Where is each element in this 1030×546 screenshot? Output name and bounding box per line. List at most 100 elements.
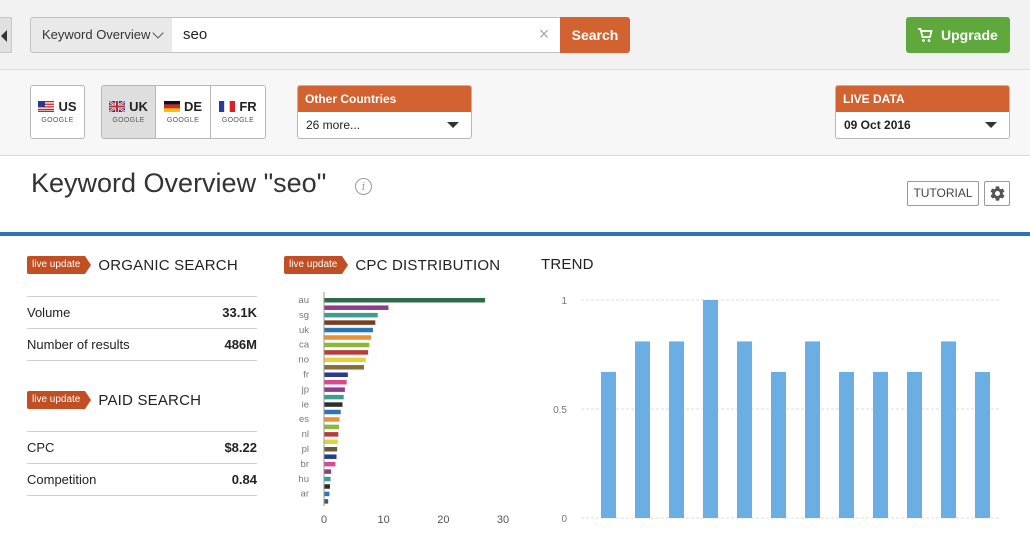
db-code: UK [129, 99, 148, 114]
search-input[interactable]: seo [172, 17, 561, 53]
other-countries-dropdown[interactable]: Other Countries 26 more... [297, 85, 472, 139]
metric-label: Competition [27, 472, 97, 487]
trend-bar [839, 371, 854, 518]
trend-bar [975, 371, 990, 518]
upgrade-label: Upgrade [941, 27, 998, 43]
trend-tick-label: 0 [561, 514, 567, 525]
info-icon[interactable]: i [355, 178, 372, 195]
caret-down-icon [985, 122, 997, 128]
trend-bar [941, 341, 956, 518]
cpc-tick-label: 30 [497, 514, 509, 526]
organic-search-header: live update ORGANIC SEARCH [27, 256, 238, 274]
cpc-bar [324, 454, 337, 459]
uk-flag-icon [109, 101, 126, 112]
db-code: FR [239, 99, 257, 114]
cpc-category-label: es [299, 414, 309, 425]
metric-label: CPC [27, 440, 55, 455]
cpc-bar [324, 320, 376, 325]
metric-row-competition: Competition 0.84 [27, 464, 257, 496]
gear-icon [990, 186, 1005, 201]
tutorial-button[interactable]: TUTORIAL [907, 181, 979, 206]
paid-search-title: PAID SEARCH [98, 391, 202, 409]
cpc-bar [324, 372, 348, 377]
db-engine: GOOGLE [41, 117, 74, 124]
cpc-bar [324, 357, 366, 363]
metric-label: Volume [27, 305, 71, 320]
other-countries-label: Other Countries [298, 86, 471, 112]
metric-row-cpc: CPC $8.22 [27, 432, 257, 464]
trend-title: TREND [541, 256, 594, 273]
cpc-category-label: fr [303, 370, 309, 381]
db-button-de[interactable]: DE GOOGLE [156, 85, 211, 139]
cpc-category-label: br [301, 459, 309, 470]
live-data-label: LIVE DATA [836, 86, 1009, 112]
database-bar: US GOOGLE UK GOOGLE [0, 70, 1030, 156]
chevron-down-icon [152, 27, 164, 39]
live-data-date: 09 Oct 2016 [844, 118, 911, 132]
trend-bar [771, 371, 786, 518]
paid-metrics: CPC $8.22 Competition 0.84 [27, 431, 257, 496]
section-divider [0, 232, 1030, 236]
trend-header: TREND [541, 256, 594, 273]
db-engine: GOOGLE [166, 117, 200, 124]
trend-bar [873, 371, 888, 518]
cpc-bar [324, 394, 344, 400]
trend-bar [805, 341, 820, 518]
trend-chart: 00.51 [553, 296, 1001, 525]
db-code: US [58, 99, 77, 114]
db-button-uk[interactable]: UK GOOGLE [101, 85, 156, 139]
db-button-fr[interactable]: FR GOOGLE [211, 85, 266, 139]
cpc-category-label: no [298, 355, 309, 366]
metric-value: 486M [224, 337, 257, 352]
fr-flag-icon [219, 101, 236, 112]
report-mode-select[interactable]: Keyword Overview [30, 17, 173, 53]
other-countries-value: 26 more... [306, 118, 361, 132]
db-code: DE [183, 99, 203, 114]
cpc-distribution-title: CPC DISTRIBUTION [355, 256, 501, 274]
collapse-sidebar-icon[interactable] [0, 17, 12, 53]
db-group-us: US GOOGLE [30, 85, 85, 139]
live-data-dropdown[interactable]: LIVE DATA 09 Oct 2016 [835, 85, 1010, 139]
cpc-bar [324, 439, 338, 445]
db-engine: GOOGLE [112, 117, 145, 124]
live-data-value-row: 09 Oct 2016 [836, 112, 1009, 138]
upgrade-button[interactable]: Upgrade [906, 17, 1010, 53]
db-engine: GOOGLE [221, 117, 255, 124]
cpc-bar [324, 298, 486, 303]
live-update-badge: live update [27, 256, 92, 274]
metric-value: $8.22 [224, 440, 257, 455]
search-button[interactable]: Search [560, 17, 630, 53]
cpc-distribution-chart: au sg uk ca no fr jp ie es nl pl br hu ar 0 10 20 30 [298, 292, 509, 526]
cpc-bar [324, 461, 336, 467]
cpc-bar [324, 327, 373, 333]
cpc-bar [324, 491, 330, 497]
db-button-us[interactable]: US GOOGLE [30, 85, 85, 139]
settings-button[interactable] [984, 181, 1010, 206]
cpc-bar [324, 379, 347, 385]
cpc-tick-label: 0 [321, 514, 327, 526]
cpc-category-label: ie [302, 399, 309, 410]
clear-icon[interactable]: × [538, 24, 550, 44]
metric-row-results: Number of results 486M [27, 329, 257, 361]
trend-bar [703, 300, 718, 518]
cpc-bar [324, 469, 332, 474]
cpc-bar [324, 432, 339, 437]
trend-bar [737, 341, 752, 518]
cpc-bar [324, 424, 339, 430]
metric-value: 0.84 [231, 472, 257, 487]
other-countries-value-row: 26 more... [298, 112, 471, 138]
live-update-badge: live update [27, 391, 92, 409]
cpc-category-label: au [298, 295, 309, 306]
cpc-category-label: hu [298, 474, 309, 485]
cpc-category-label: sg [299, 310, 309, 321]
de-flag-icon [163, 101, 180, 112]
top-bar: Keyword Overview seo × Search Upgrade [0, 0, 1030, 70]
cpc-tick-label: 10 [378, 514, 390, 526]
metric-value: 33.1K [222, 305, 257, 320]
report-mode-label: Keyword Overview [42, 27, 151, 42]
cpc-distribution-header: live update CPC DISTRIBUTION [284, 256, 500, 274]
cpc-category-label: pl [302, 444, 309, 455]
caret-down-icon [447, 122, 459, 128]
cpc-bar [324, 499, 329, 504]
cpc-category-label: nl [302, 429, 309, 440]
